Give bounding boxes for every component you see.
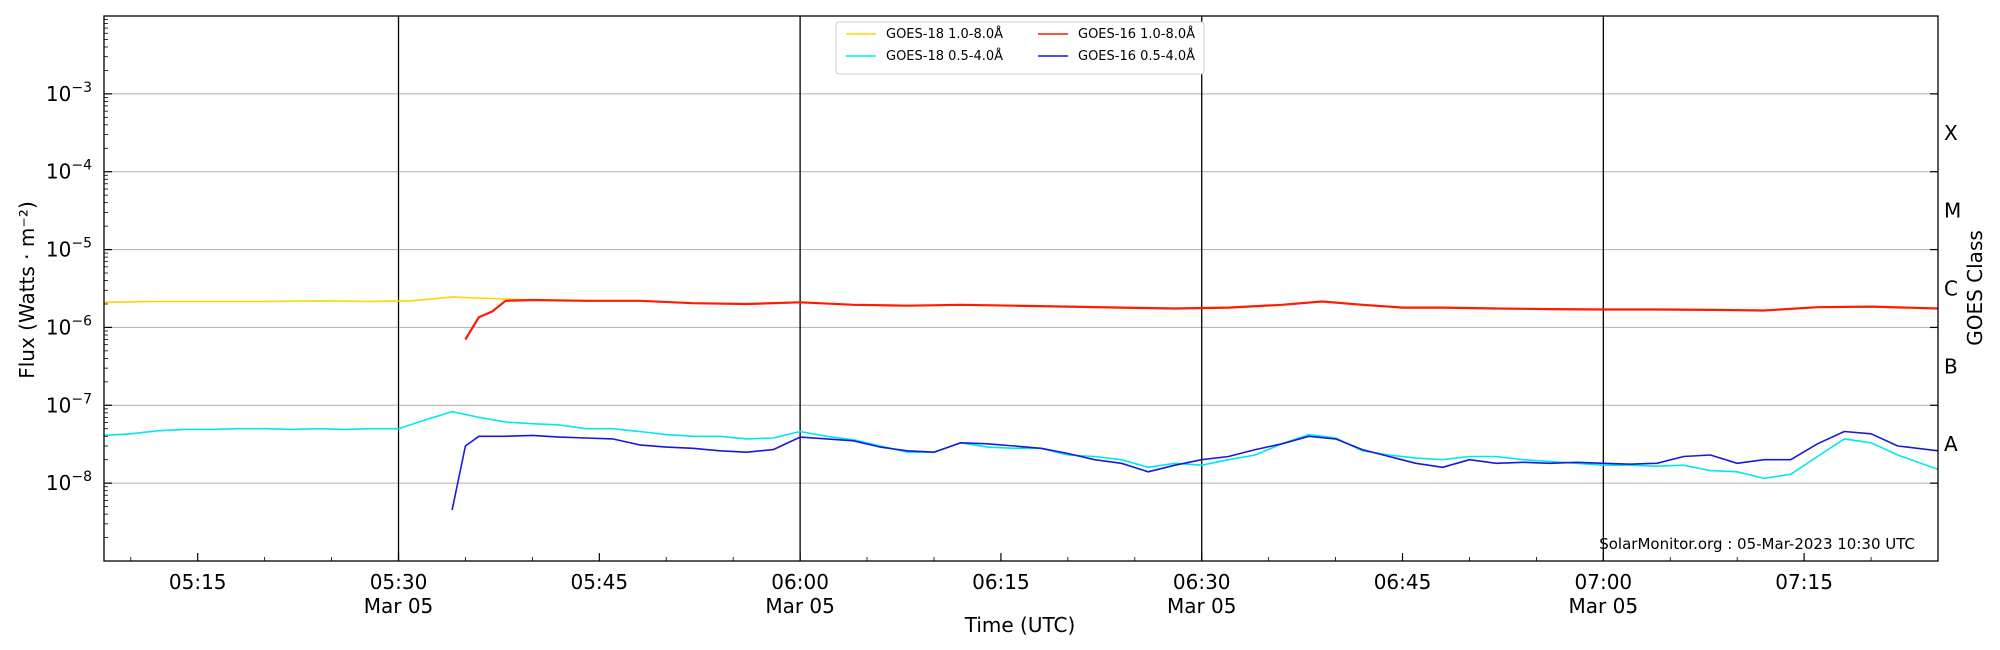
x-axis-title: Time (UTC) bbox=[964, 613, 1076, 637]
credit-text: SolarMonitor.org : 05-Mar-2023 10:30 UTC bbox=[1599, 535, 1915, 553]
x-tick-date-label: Mar 05 bbox=[364, 594, 434, 618]
y-tick-label: 10−8 bbox=[46, 469, 92, 495]
plot-frame bbox=[103, 15, 1939, 562]
x-tick-label: 05:45 bbox=[570, 570, 628, 594]
y-tick-label: 10−5 bbox=[46, 236, 92, 262]
goes-class-labels: A B C M X bbox=[1944, 121, 1961, 456]
legend-label-4: GOES-16 0.5-4.0Å bbox=[1078, 48, 1195, 64]
goes-class-label-b: B bbox=[1944, 354, 1958, 378]
x-tick-label: 06:45 bbox=[1374, 570, 1432, 594]
y-tick-label: 10−6 bbox=[46, 313, 92, 339]
y-tick-label: 10−3 bbox=[46, 80, 92, 106]
y-axis-ticks: 10−8 10−7 10−6 10−5 10−4 10−3 bbox=[46, 19, 1938, 538]
series-line-2 bbox=[103, 410, 1939, 480]
legend-label-1: GOES-18 1.0-8.0Å bbox=[886, 26, 1003, 42]
series-line-1 bbox=[103, 296, 533, 304]
grid-layer bbox=[104, 93, 1938, 484]
goes-class-label-a: A bbox=[1944, 432, 1958, 456]
legend-box bbox=[835, 21, 1205, 75]
series-line-4 bbox=[451, 430, 1939, 511]
x-tick-label: 05:15 bbox=[169, 570, 227, 594]
legend: GOES-18 1.0-8.0Å GOES-18 0.5-4.0Å GOES-16 … bbox=[835, 21, 1205, 75]
x-tick-label: 07:15 bbox=[1775, 570, 1833, 594]
goes-class-label-m: M bbox=[1944, 199, 1961, 223]
y-axis-title: Flux (Watts · m⁻²) bbox=[15, 201, 39, 379]
y-tick-label: 10−4 bbox=[46, 158, 92, 184]
right-axis-title: GOES Class bbox=[1963, 230, 1987, 346]
goes-class-label-x: X bbox=[1944, 121, 1958, 145]
series-line-3 bbox=[464, 298, 1939, 341]
goes-class-label-c: C bbox=[1944, 277, 1958, 301]
y-tick-label: 10−7 bbox=[46, 391, 92, 417]
vertical-day-lines bbox=[397, 16, 1604, 561]
x-tick-date-label: Mar 05 bbox=[1167, 594, 1237, 618]
series-layer bbox=[103, 296, 1939, 511]
x-tick-label: 07:00 bbox=[1575, 570, 1633, 594]
x-tick-label: 06:30 bbox=[1173, 570, 1231, 594]
x-tick-label: 05:30 bbox=[370, 570, 428, 594]
legend-label-3: GOES-16 1.0-8.0Å bbox=[1078, 26, 1195, 42]
x-tick-label: 06:15 bbox=[972, 570, 1030, 594]
x-tick-date-label: Mar 05 bbox=[765, 594, 835, 618]
x-tick-label: 06:00 bbox=[771, 570, 829, 594]
x-tick-date-label: Mar 05 bbox=[1569, 594, 1639, 618]
legend-label-2: GOES-18 0.5-4.0Å bbox=[886, 48, 1003, 64]
